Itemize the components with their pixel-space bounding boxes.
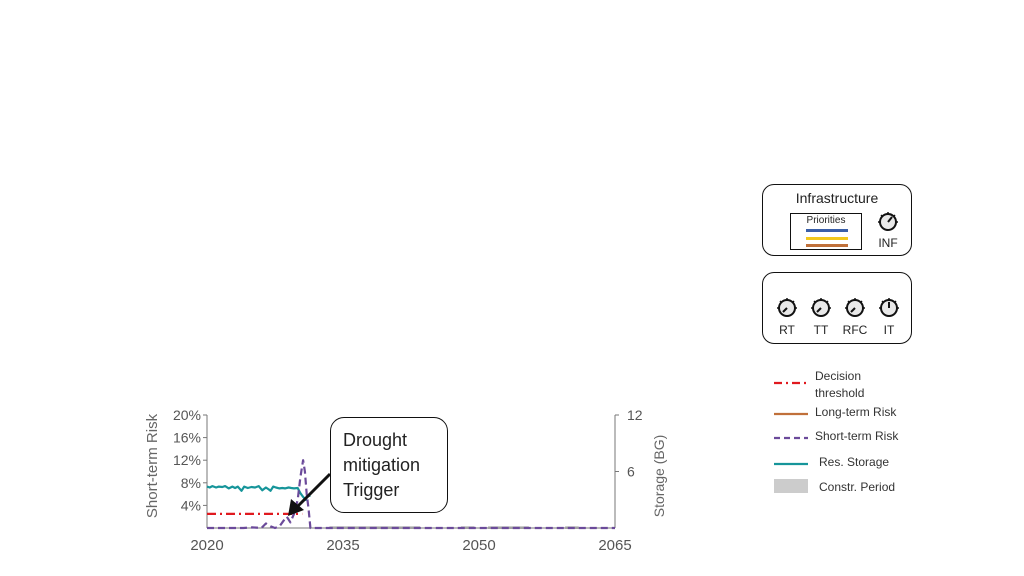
infrastructure-panel: Infrastructure Priorities INF (762, 184, 912, 256)
inf-knob-label: INF (878, 236, 898, 250)
drought-trigger-callout: Drought mitigation Trigger (330, 417, 448, 513)
chart-labels: 4% 8% 12% 16% 20% 6 12 2020 2035 2050 2065 (173, 407, 643, 554)
legend-label: Constr. Period (819, 480, 896, 494)
dial-icon (845, 298, 865, 317)
y-tick-label: 4% (181, 497, 201, 513)
knob-it[interactable]: IT (877, 297, 901, 339)
y-tick-label: 8% (181, 475, 201, 491)
knob-label: IT (883, 323, 895, 337)
chart-series (206, 459, 615, 530)
knob-label: TT (813, 323, 829, 337)
dial-icon (811, 298, 831, 317)
knob-rt[interactable]: RT (775, 297, 799, 339)
dial-icon (879, 298, 899, 317)
y-axis-label: Short-term Risk (144, 413, 161, 518)
callout-arrowhead (288, 499, 304, 516)
y-tick-label: 16% (173, 430, 201, 446)
callout-line-2: mitigation (343, 455, 421, 475)
dial-icon (777, 298, 797, 317)
legend-label: Decision threshold (815, 369, 865, 400)
callout-line-1: Drought (343, 430, 408, 450)
legend-label: Res. Storage (819, 455, 890, 469)
y2-tick-label: 12 (627, 407, 643, 423)
priority-line-3 (806, 244, 848, 247)
y-tick-label: 20% (173, 407, 201, 423)
knob-label: RFC (842, 323, 868, 337)
series-res-storage (206, 485, 311, 501)
policy-panel: RT TT RFC IT (762, 272, 912, 344)
infrastructure-title: Infrastructure (795, 190, 879, 206)
y2-axis-label: Storage (BG) (651, 435, 667, 517)
legend-swatch (774, 479, 808, 493)
x-tick-label: 2050 (462, 537, 495, 554)
knob-tt[interactable]: TT (809, 297, 833, 339)
priorities-label: Priorities (806, 215, 846, 226)
x-tick-label: 2035 (326, 537, 359, 554)
priority-line-2 (806, 237, 848, 240)
legend-label: Short-term Risk (815, 429, 899, 443)
callout-line-3: Trigger (343, 480, 400, 500)
callout-arrow (295, 472, 332, 509)
legend-swatch (774, 456, 808, 466)
knob-label: RT (779, 323, 795, 337)
inf-knob-icon[interactable] (877, 211, 899, 233)
y2-tick-label: 6 (627, 464, 635, 480)
priority-line-1 (806, 229, 848, 232)
y-tick-label: 12% (173, 452, 201, 468)
legend-swatch (774, 375, 808, 385)
legend-swatch (774, 406, 808, 416)
series-short-term-risk (207, 459, 615, 530)
x-tick-label: 2020 (190, 537, 223, 554)
legend-label: Long-term Risk (815, 405, 897, 419)
x-tick-label: 2065 (598, 537, 631, 554)
priorities-box[interactable]: Priorities (790, 213, 862, 250)
legend-swatch (774, 430, 808, 440)
knob-rfc[interactable]: RFC (843, 297, 867, 339)
